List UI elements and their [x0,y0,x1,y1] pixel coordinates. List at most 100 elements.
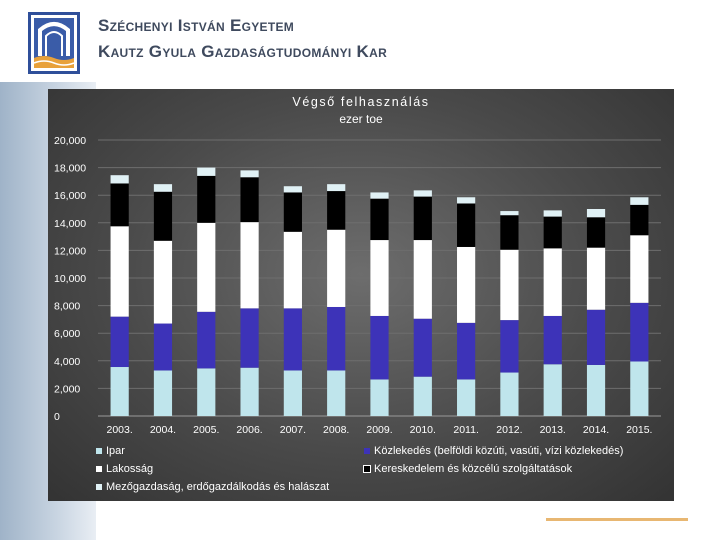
legend-label: Mezőgazdaság, erdőgazdálkodás és halásza… [106,481,330,493]
bar-segment [370,198,389,241]
y-tick-label: 8,000 [54,301,80,313]
bar-segment [283,186,302,193]
chart-panel: Végső felhasználás ezer toe 0 2,000 4,000 6… [48,89,674,501]
chart-subtitle: ezer toe [339,112,383,126]
x-tick-label: 2012. [496,424,522,436]
y-tick-label: 4,000 [54,356,80,368]
x-tick-label: 2010. [410,424,436,436]
bar-segment [370,315,389,380]
x-tick-label: 2004. [150,424,176,436]
stacked-bar-chart: 0 2,000 4,000 6,000 8,000 10,000 12,000 14,000 1… [54,135,661,436]
page-header: Széchenyi István Egyetem Kautz Gyula Gaz… [0,0,720,82]
bar-segment [240,367,259,416]
y-tick-label: 12,000 [54,245,86,257]
bar-segment [543,315,562,365]
bar-segment [457,246,476,323]
x-tick-label: 2008. [323,424,349,436]
y-tick-label: 20,000 [54,135,86,147]
bar-segment [110,175,129,184]
bar-segment [197,222,216,312]
x-tick-label: 2009. [366,424,392,436]
bar-segment [500,215,519,250]
bar-segment [413,240,432,319]
bar-segment [543,248,562,316]
y-tick-label: 2,000 [54,383,80,395]
bar-segment [413,318,432,377]
legend-label: Ipar [106,445,125,457]
bar-segment [413,376,432,416]
bar-segment [110,316,129,368]
bar-segment [543,364,562,416]
bar-segment [283,308,302,371]
y-tick-label: 0 [54,411,60,423]
legend-swatch [96,448,102,454]
bar-segment [240,222,259,309]
legend-swatch [96,484,102,490]
bar-segment [153,323,173,371]
x-tick-label: 2014. [583,424,609,436]
bar-segment [240,308,259,368]
bar-segment [457,322,476,380]
bar-segment [283,231,302,309]
bar-segment [413,190,432,197]
decorative-line [546,518,688,521]
legend-swatch [96,466,102,472]
bar-segment [110,183,129,227]
bar-segment [586,364,606,416]
bar-segment [457,197,476,204]
bar-segment [327,191,346,230]
bar-segment [500,320,519,373]
bar-segment [457,379,476,416]
legend-label: Kereskedelem és közcélú szolgáltatások [374,463,573,475]
legend-label: Közlekedés (belföldi közúti, vasúti, víz… [374,445,624,457]
bar-segment [153,184,173,192]
bar-segment [283,370,302,416]
university-logo-icon [28,12,80,74]
y-tick-label: 14,000 [54,218,86,230]
x-tick-label: 2013. [540,424,566,436]
institution-name: Széchenyi István Egyetem [98,16,295,35]
x-tick-label: 2003. [107,424,133,436]
bar-segment [327,370,346,416]
bar-segment [197,175,216,223]
bar-segment [413,196,432,241]
faculty-name: Kautz Gyula Gazdaságtudományi Kar [98,42,388,61]
bar-segment [197,311,216,369]
bar-segment [586,209,606,218]
bar-segment [457,203,476,247]
chart-title: Végső felhasználás [292,95,430,109]
x-tick-label: 2011. [453,424,479,436]
legend-item: Kereskedelem és közcélú szolgáltatások [363,463,573,475]
bar-segment [327,184,346,192]
bar-segment [153,240,173,324]
legend-item: Mezőgazdaság, erdőgazdálkodás és halásza… [96,481,329,493]
bar-segment [153,191,173,241]
x-tick-label: 2015. [626,424,652,436]
x-tick-label: 2005. [193,424,219,436]
bar-segment [283,192,302,232]
bar-segment [240,170,259,178]
bar-segment [630,361,649,416]
bar-segment [197,368,216,416]
legend-item: Lakosság [96,463,153,475]
bar-segment [543,216,562,249]
legend-label: Lakosság [106,463,154,475]
x-tick-label: 2007. [280,424,306,436]
bar-segment [500,211,519,216]
bar-segment [500,249,519,321]
legend-item: Ipar [96,445,125,457]
y-tick-label: 10,000 [54,273,86,285]
bar-segment [327,229,346,307]
legend-swatch [363,465,371,473]
bar-segment [586,247,606,310]
bar-segment [197,167,216,176]
bar-segment [153,370,173,416]
x-tick-label: 2006. [236,424,262,436]
bar-segment [370,192,389,199]
y-tick-label: 6,000 [54,328,80,340]
bar-segment [630,302,649,362]
bar-segment [630,235,649,303]
bar-segment [327,306,346,371]
bar-segment [500,372,519,416]
bar-segment [630,197,649,205]
